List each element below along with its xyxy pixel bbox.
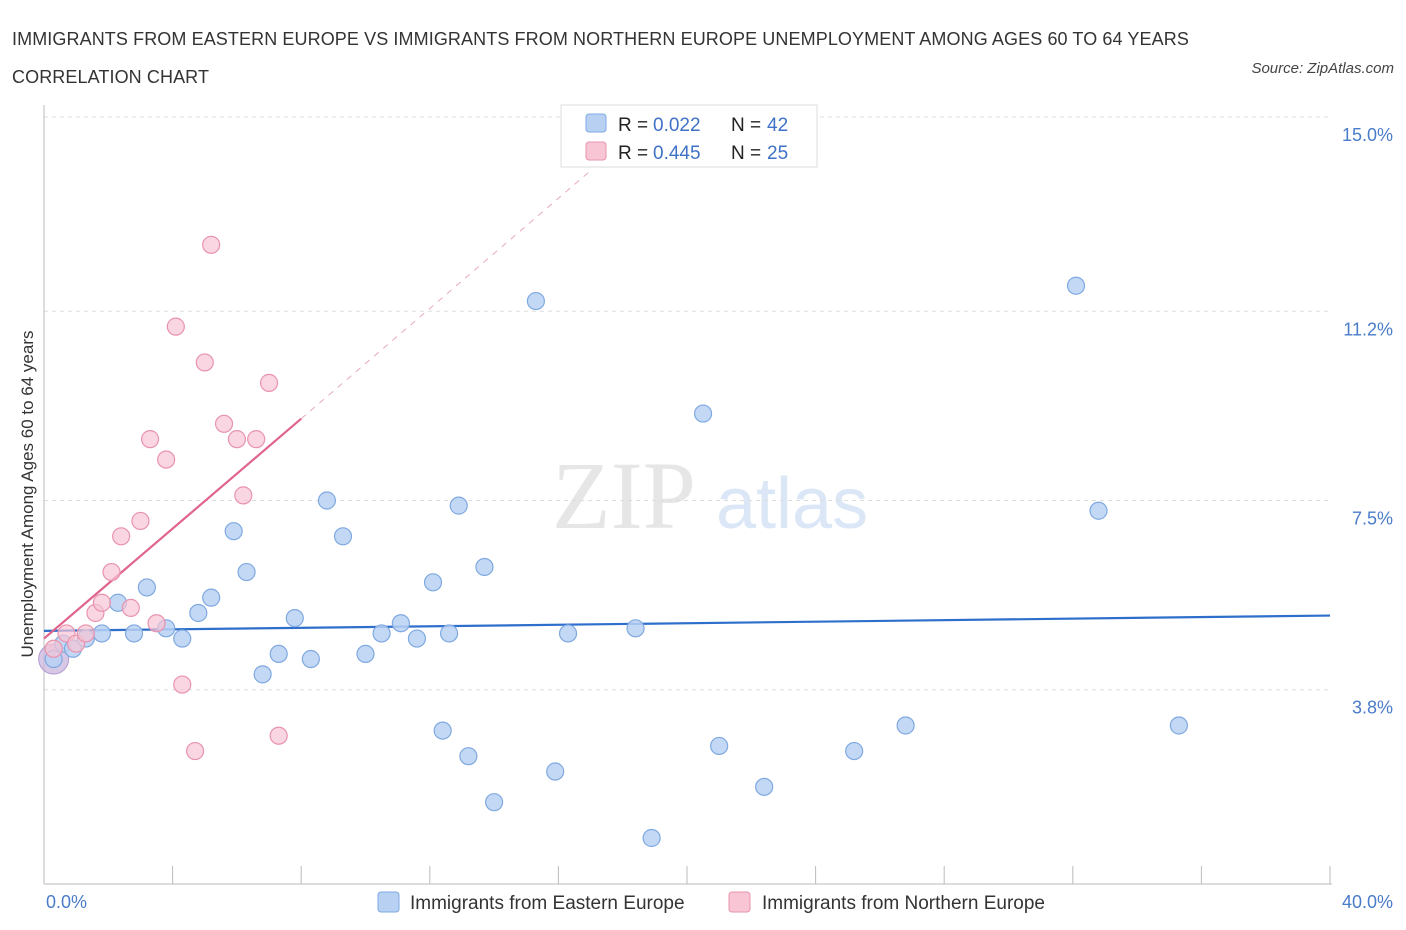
source-label: Source: ZipAtlas.com xyxy=(1251,60,1394,77)
legend-n-label-northern: N = xyxy=(731,143,761,164)
point-northern-16 xyxy=(195,353,214,372)
point-eastern-43 xyxy=(1169,716,1188,735)
point-northern-11 xyxy=(147,614,166,633)
point-northern-9 xyxy=(131,511,150,531)
point-eastern-16 xyxy=(285,609,304,628)
point-eastern-26 xyxy=(439,624,459,643)
point-eastern-21 xyxy=(372,624,391,643)
legend-r-value-eastern: 0.022 xyxy=(653,115,701,136)
point-eastern-35 xyxy=(642,828,661,848)
y-tick-label-2: 11.2% xyxy=(1343,319,1393,339)
point-eastern-14 xyxy=(253,665,272,684)
bottom-legend-label-eastern: Immigrants from Eastern Europe xyxy=(410,893,685,914)
legend-r-label-eastern: R = xyxy=(618,115,648,136)
point-eastern-40 xyxy=(896,716,915,735)
point-northern-6 xyxy=(102,562,121,582)
point-eastern-12 xyxy=(224,522,243,541)
data-points xyxy=(38,235,1188,848)
point-eastern-39 xyxy=(845,741,864,761)
point-eastern-23 xyxy=(407,629,427,648)
point-northern-0 xyxy=(44,639,63,658)
legend-swatch-eastern xyxy=(585,113,607,133)
tick-labels: 3.8% 7.5% 11.2% 15.0% 0.0% 40.0% xyxy=(46,125,1393,912)
x-tick-label-1: 40.0% xyxy=(1342,892,1393,912)
point-northern-13 xyxy=(166,317,185,336)
point-eastern-30 xyxy=(485,793,504,812)
trend-line-eastern xyxy=(43,614,1331,632)
chart-title: IMMIGRANTS FROM EASTERN EUROPE VS IMMIGR… xyxy=(12,29,1189,87)
trend-line-northern-extension xyxy=(300,170,591,420)
point-northern-19 xyxy=(227,430,246,449)
point-northern-17 xyxy=(202,235,221,254)
bottom-legend-swatch-northern xyxy=(728,891,751,913)
point-eastern-9 xyxy=(173,629,192,648)
bottom-legend-label-northern: Immigrants from Northern Europe xyxy=(762,893,1045,914)
point-eastern-19 xyxy=(333,527,353,546)
point-northern-7 xyxy=(112,527,131,546)
point-eastern-22 xyxy=(391,614,410,633)
point-eastern-32 xyxy=(546,762,565,781)
point-northern-14 xyxy=(173,675,192,694)
trend-line-northern xyxy=(43,417,302,640)
point-eastern-17 xyxy=(301,649,320,669)
bottom-legend-swatch-eastern xyxy=(377,891,400,913)
point-eastern-36 xyxy=(693,404,713,423)
point-northern-3 xyxy=(76,624,95,643)
grid-lines xyxy=(44,116,1330,691)
legend-r-label-northern: R = xyxy=(618,143,648,164)
trend-lines xyxy=(43,170,1331,640)
point-eastern-4 xyxy=(92,624,111,643)
point-eastern-18 xyxy=(317,491,337,510)
point-northern-22 xyxy=(259,373,279,392)
point-eastern-41 xyxy=(1066,276,1086,295)
legend-r-value-northern: 0.445 xyxy=(653,143,701,164)
point-northern-20 xyxy=(234,486,253,505)
point-eastern-37 xyxy=(710,736,729,756)
x-tick-marks xyxy=(172,866,1331,884)
point-northern-12 xyxy=(157,450,176,469)
point-eastern-28 xyxy=(459,747,478,766)
point-eastern-20 xyxy=(356,644,375,664)
point-eastern-29 xyxy=(475,557,494,577)
axes xyxy=(43,105,1332,885)
point-eastern-7 xyxy=(137,578,156,597)
point-northern-21 xyxy=(247,430,266,449)
point-eastern-31 xyxy=(526,291,545,311)
point-northern-18 xyxy=(214,414,234,433)
point-eastern-42 xyxy=(1089,501,1108,520)
point-eastern-24 xyxy=(423,573,443,592)
point-eastern-6 xyxy=(124,624,144,643)
y-axis-label: Unemployment Among Ages 60 to 64 years xyxy=(18,331,37,658)
bottom-legend: Immigrants from Eastern Europe Immigrant… xyxy=(377,891,1045,914)
point-eastern-10 xyxy=(189,603,208,623)
point-eastern-11 xyxy=(202,588,221,607)
watermark-atlas: atlas xyxy=(716,464,868,544)
point-northern-8 xyxy=(121,598,140,617)
legend-n-value-northern: 25 xyxy=(767,143,788,164)
point-eastern-25 xyxy=(433,721,452,740)
legend-swatch-northern xyxy=(585,141,607,161)
point-eastern-34 xyxy=(626,619,645,638)
x-tick-label-0: 0.0% xyxy=(46,892,87,912)
point-northern-15 xyxy=(186,741,205,761)
point-northern-5 xyxy=(92,593,111,612)
point-northern-10 xyxy=(140,430,160,449)
watermark-zip: ZIP xyxy=(552,442,696,549)
legend-n-value-eastern: 42 xyxy=(767,115,788,136)
point-eastern-27 xyxy=(449,496,468,515)
point-eastern-38 xyxy=(755,777,774,796)
point-eastern-33 xyxy=(558,624,578,643)
y-tick-label-0: 3.8% xyxy=(1352,698,1393,718)
y-tick-label-1: 7.5% xyxy=(1352,509,1393,529)
y-tick-label-3: 15.0% xyxy=(1342,125,1393,145)
legend-n-label-eastern: N = xyxy=(731,115,761,136)
legend: R = 0.022 N = 42 R = 0.445 N = 25 xyxy=(560,104,818,168)
point-eastern-13 xyxy=(237,562,256,582)
point-eastern-15 xyxy=(269,644,288,664)
point-northern-23 xyxy=(269,726,288,745)
